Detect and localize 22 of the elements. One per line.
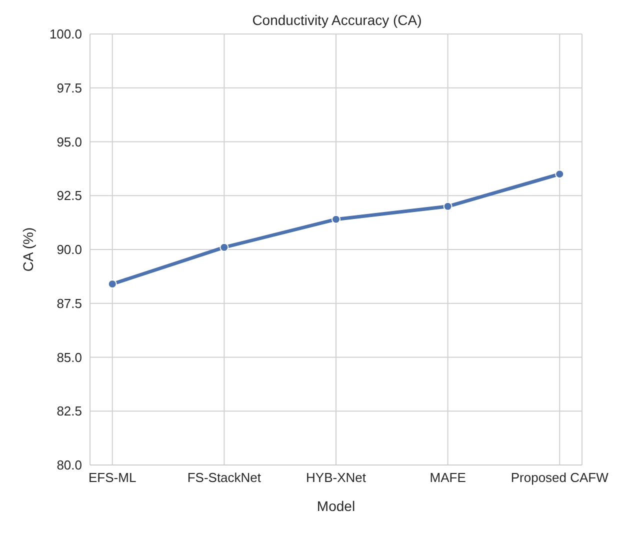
y-tick-label: 90.0 — [56, 242, 82, 258]
y-tick-label: 80.0 — [56, 458, 82, 473]
y-tick-label: 87.5 — [56, 296, 82, 311]
point — [555, 170, 564, 179]
x-tick-label: Proposed CAFW — [510, 470, 610, 486]
y-tick-label: 100.0 — [49, 26, 82, 42]
point — [108, 279, 117, 288]
y-tick-label: 95.0 — [56, 134, 82, 150]
point — [443, 202, 452, 211]
x-axis-title: Model — [316, 498, 356, 514]
x-tick-label: HYB-XNet — [306, 470, 366, 486]
x-tick-label: MAFE — [430, 470, 466, 486]
point — [332, 214, 340, 224]
y-tick-label: 92.5 — [56, 188, 82, 204]
x-tick-label: FS-StackNet — [187, 470, 262, 486]
y-tick-label: 82.5 — [56, 404, 82, 419]
point — [220, 242, 229, 252]
x-tick-label: EFS-ML — [88, 470, 136, 486]
y-axis-title: CA (%) — [20, 227, 36, 272]
y-tick-label: 85.0 — [56, 350, 82, 365]
y-tick-label: 97.5 — [56, 80, 82, 96]
chart-title: Conductivity Accuracy (CA) — [251, 12, 423, 28]
